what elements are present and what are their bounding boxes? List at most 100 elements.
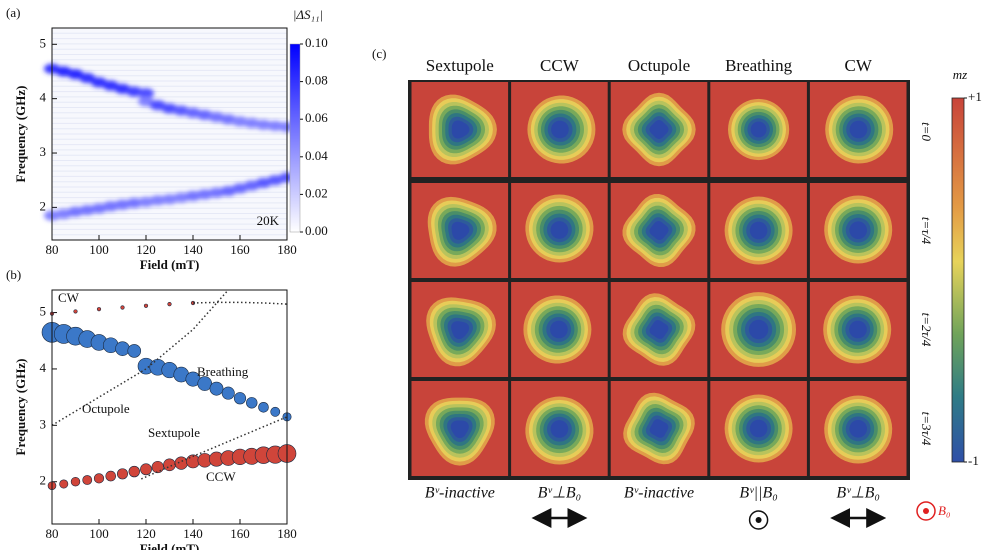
colorbar-label: |ΔS₁₁| (293, 7, 323, 22)
skyrmion-contour (649, 120, 669, 139)
skyrmion-contour (551, 120, 569, 139)
colorbar-tick-label: 0.02 (305, 185, 328, 200)
bottom-label: Bᵛ⊥B₀ (836, 485, 880, 502)
y-axis-label: Frequency (GHz) (13, 359, 28, 456)
colorbar-tick-label: 0.06 (305, 110, 328, 125)
x-tick-label: 180 (277, 242, 297, 257)
bubble (143, 303, 149, 308)
heatmap-cell (126, 198, 143, 209)
mode-annotation: CCW (206, 469, 236, 484)
y-tick-label: 3 (40, 144, 47, 159)
row-label: t=3τ/4 (919, 412, 934, 446)
dotted-line (51, 289, 229, 426)
bubble (115, 341, 130, 356)
legend-dot (923, 508, 929, 514)
legend-symbol (916, 501, 936, 521)
heatmap-cell (267, 120, 284, 131)
bubble (128, 465, 140, 478)
bubble (246, 397, 258, 409)
row-label: t=2τ/4 (919, 313, 934, 347)
skyrmion-contour (750, 121, 767, 138)
colorbar-label: mz (953, 67, 967, 82)
bottom-label: Bᵛ-inactive (624, 485, 694, 502)
field-dot (755, 517, 762, 523)
colorbar-tick-label: 0.04 (305, 148, 328, 163)
heatmap-cell (67, 69, 84, 80)
panel-label: (c) (372, 46, 386, 61)
skyrmion-contour (450, 420, 469, 439)
bubble (59, 479, 69, 489)
column-header: Breathing (725, 56, 793, 75)
panel-label: (a) (6, 5, 20, 20)
y-tick-label: 5 (40, 304, 47, 319)
panel-label: (b) (6, 267, 21, 282)
x-tick-label: 100 (89, 242, 109, 257)
y-tick-label: 2 (40, 473, 47, 488)
bubble (270, 406, 281, 417)
column-header: Octupole (628, 56, 690, 75)
skyrmion-contour (849, 221, 867, 239)
heatmap-cell (79, 73, 96, 84)
bubble (73, 309, 78, 314)
bubble (105, 470, 117, 482)
mode-annotation: Octupole (82, 401, 130, 416)
mode-annotation: CW (58, 290, 80, 305)
colorbar-tick-label: 0.10 (305, 35, 328, 50)
dotted-line (192, 301, 288, 305)
y-tick-label: 5 (40, 35, 47, 50)
y-tick-label: 4 (40, 360, 47, 375)
y-tick-label: 3 (40, 416, 47, 431)
plot-frame (51, 289, 288, 525)
bubble (174, 456, 188, 470)
x-tick-label: 160 (230, 242, 250, 257)
skyrmion-contour (849, 420, 867, 438)
colorbar-tick-label: +1 (968, 89, 982, 104)
bubble (117, 468, 129, 480)
mode-annotation: Sextupole (148, 425, 200, 440)
skyrmion-contour (749, 221, 768, 240)
column-header: CW (845, 56, 873, 75)
heatmap-cell (149, 195, 166, 206)
y-axis-label: Frequency (GHz) (13, 86, 28, 183)
plot-frame (51, 27, 288, 241)
x-axis-label: Field (mT) (140, 257, 200, 272)
bubble (221, 386, 235, 400)
mode-annotation: Breathing (197, 364, 249, 379)
bubble (233, 392, 247, 405)
skyrmion-contour (649, 419, 669, 438)
skyrmion-contour (451, 221, 470, 240)
skyrmion-contour (749, 419, 768, 438)
annotation: 20K (257, 213, 280, 228)
column-header: Sextupole (426, 56, 494, 75)
x-tick-label: 140 (183, 242, 203, 257)
x-tick-label: 160 (230, 526, 250, 541)
bubble (140, 463, 152, 476)
x-tick-label: 80 (46, 526, 59, 541)
bubble (93, 473, 105, 484)
dotted-line (141, 416, 288, 480)
bubble (70, 477, 81, 487)
colorbar (289, 43, 301, 233)
bubble (82, 475, 93, 485)
bubble (167, 301, 172, 307)
skyrmion-contour (451, 321, 470, 339)
heatmap-cell (138, 96, 154, 107)
bubble (127, 344, 142, 358)
y-tick-label: 4 (40, 90, 47, 105)
x-axis-label: Field (mT) (140, 541, 200, 550)
bubble (120, 305, 125, 310)
bottom-label: Bᵛ||B₀ (739, 485, 777, 502)
skyrmion-contour (748, 319, 769, 340)
x-tick-label: 80 (46, 242, 59, 257)
bottom-label: Bᵛ⊥B₀ (538, 485, 582, 502)
bubble (209, 381, 224, 396)
heatmap-cell (255, 119, 272, 130)
x-tick-label: 120 (136, 526, 156, 541)
x-tick-label: 140 (183, 526, 203, 541)
skyrmion-contour (550, 320, 568, 339)
bottom-label: Bᵛ-inactive (425, 485, 495, 502)
skyrmion-contour (849, 320, 867, 339)
colorbar (951, 97, 965, 463)
colorbar-tick-label: 0.00 (305, 223, 328, 238)
